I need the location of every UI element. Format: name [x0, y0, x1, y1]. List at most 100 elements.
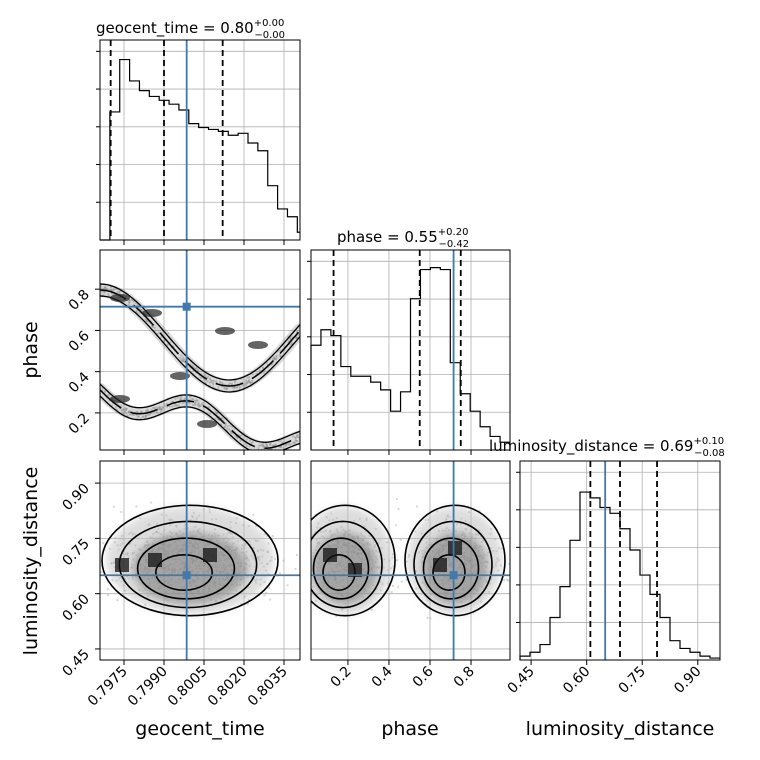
sample-point [269, 443, 272, 446]
sample-point [188, 395, 192, 398]
sample-point [300, 589, 302, 591]
contour-line [100, 389, 300, 450]
sample-point [180, 358, 183, 361]
panel-phase-luminosity_distance [291, 460, 515, 661]
sample-point [223, 386, 226, 389]
sample-point [272, 357, 276, 360]
sample-point [269, 598, 272, 601]
sample-point [219, 380, 222, 384]
density-peak [248, 341, 268, 349]
sample-point [245, 444, 249, 448]
sample-point [295, 563, 297, 565]
contour-line [100, 283, 300, 381]
sample-point [165, 402, 168, 406]
sample-point [306, 541, 308, 543]
sample-point [193, 400, 196, 403]
sample-point [158, 408, 161, 411]
sample-point [138, 312, 141, 315]
sample-point [85, 556, 87, 558]
title-main: phase = 0.55 [337, 228, 438, 246]
sample-point [120, 404, 123, 407]
contour-line [422, 537, 480, 600]
sample-point [261, 444, 264, 447]
x-axis-label-geocent_time: geocent_time [135, 718, 264, 740]
sample-point [284, 444, 288, 447]
panel-frame [310, 460, 511, 661]
hist-panel-geocent_time: geocent_time = 0.80+0.00 −0.00 [96, 18, 301, 241]
title-main: luminosity_distance = 0.69 [489, 437, 693, 456]
sample-point [229, 382, 232, 385]
contour-line [101, 504, 279, 617]
sample-point [261, 366, 265, 370]
sample-point [127, 411, 130, 414]
sample-point [265, 591, 268, 594]
sample-point [293, 436, 297, 439]
sample-point [153, 326, 157, 330]
sample-point [305, 551, 307, 553]
sample-point [160, 407, 163, 410]
sample-point [233, 381, 237, 384]
contour-line [404, 504, 506, 617]
sample-point [160, 336, 163, 339]
sample-point [127, 410, 130, 413]
sample-point [400, 580, 403, 583]
sample-point [261, 366, 265, 369]
sample-point [201, 402, 204, 405]
sample-point [150, 408, 153, 411]
panel-frame [310, 249, 511, 451]
sample-point [271, 358, 274, 361]
sample-point [300, 561, 302, 563]
sample-point [122, 412, 125, 415]
sample-point [265, 443, 268, 446]
tick-label-phase: 0.4 [66, 369, 93, 396]
sample-point [307, 535, 309, 537]
sample-point [96, 571, 98, 573]
tick-label-luminosity_distance: 0.45 [59, 646, 92, 679]
sample-point [305, 590, 307, 592]
hist-panel-phase: phase = 0.55+0.20 −0.42 [307, 227, 511, 451]
sample-point [197, 402, 200, 405]
sample-point [306, 573, 308, 575]
sample-point [111, 292, 114, 296]
sample-point [215, 411, 219, 414]
sample-point [510, 554, 512, 556]
sample-point [103, 391, 106, 394]
tick-label-luminosity_distance: 0.90 [671, 664, 704, 697]
sample-point [291, 563, 293, 565]
sample-point [110, 289, 113, 292]
density-peak [323, 548, 337, 562]
sample-point [279, 349, 282, 352]
sample-point [128, 410, 131, 413]
sample-point [224, 424, 227, 427]
sample-point [195, 366, 198, 370]
sample-point [179, 398, 182, 401]
sample-point [282, 559, 285, 562]
sample-point [513, 564, 515, 566]
sample-point [103, 291, 106, 294]
sample-point [274, 357, 278, 360]
sample-point [225, 387, 228, 390]
sample-point [188, 401, 191, 405]
sample-point [145, 415, 148, 418]
sample-point [104, 286, 108, 289]
sample-point [120, 510, 123, 514]
sample-point [158, 405, 161, 408]
sample-point [226, 425, 230, 428]
tick-label-phase: 0.6 [66, 328, 93, 355]
sample-point [204, 381, 207, 384]
panel-frame [519, 460, 721, 661]
sample-point [270, 447, 273, 450]
sample-point [295, 336, 298, 339]
sample-point [96, 542, 98, 544]
x-axis-label-luminosity_distance: luminosity_distance [526, 718, 715, 740]
sample-point [128, 411, 131, 414]
sample-point [141, 415, 145, 418]
sample-point [153, 406, 156, 409]
sample-point [179, 396, 182, 399]
sample-point [132, 413, 135, 417]
sample-point [249, 381, 252, 384]
sample-point [144, 414, 147, 417]
sample-point [216, 418, 219, 421]
sample-point [178, 356, 182, 359]
sample-point [106, 594, 110, 597]
